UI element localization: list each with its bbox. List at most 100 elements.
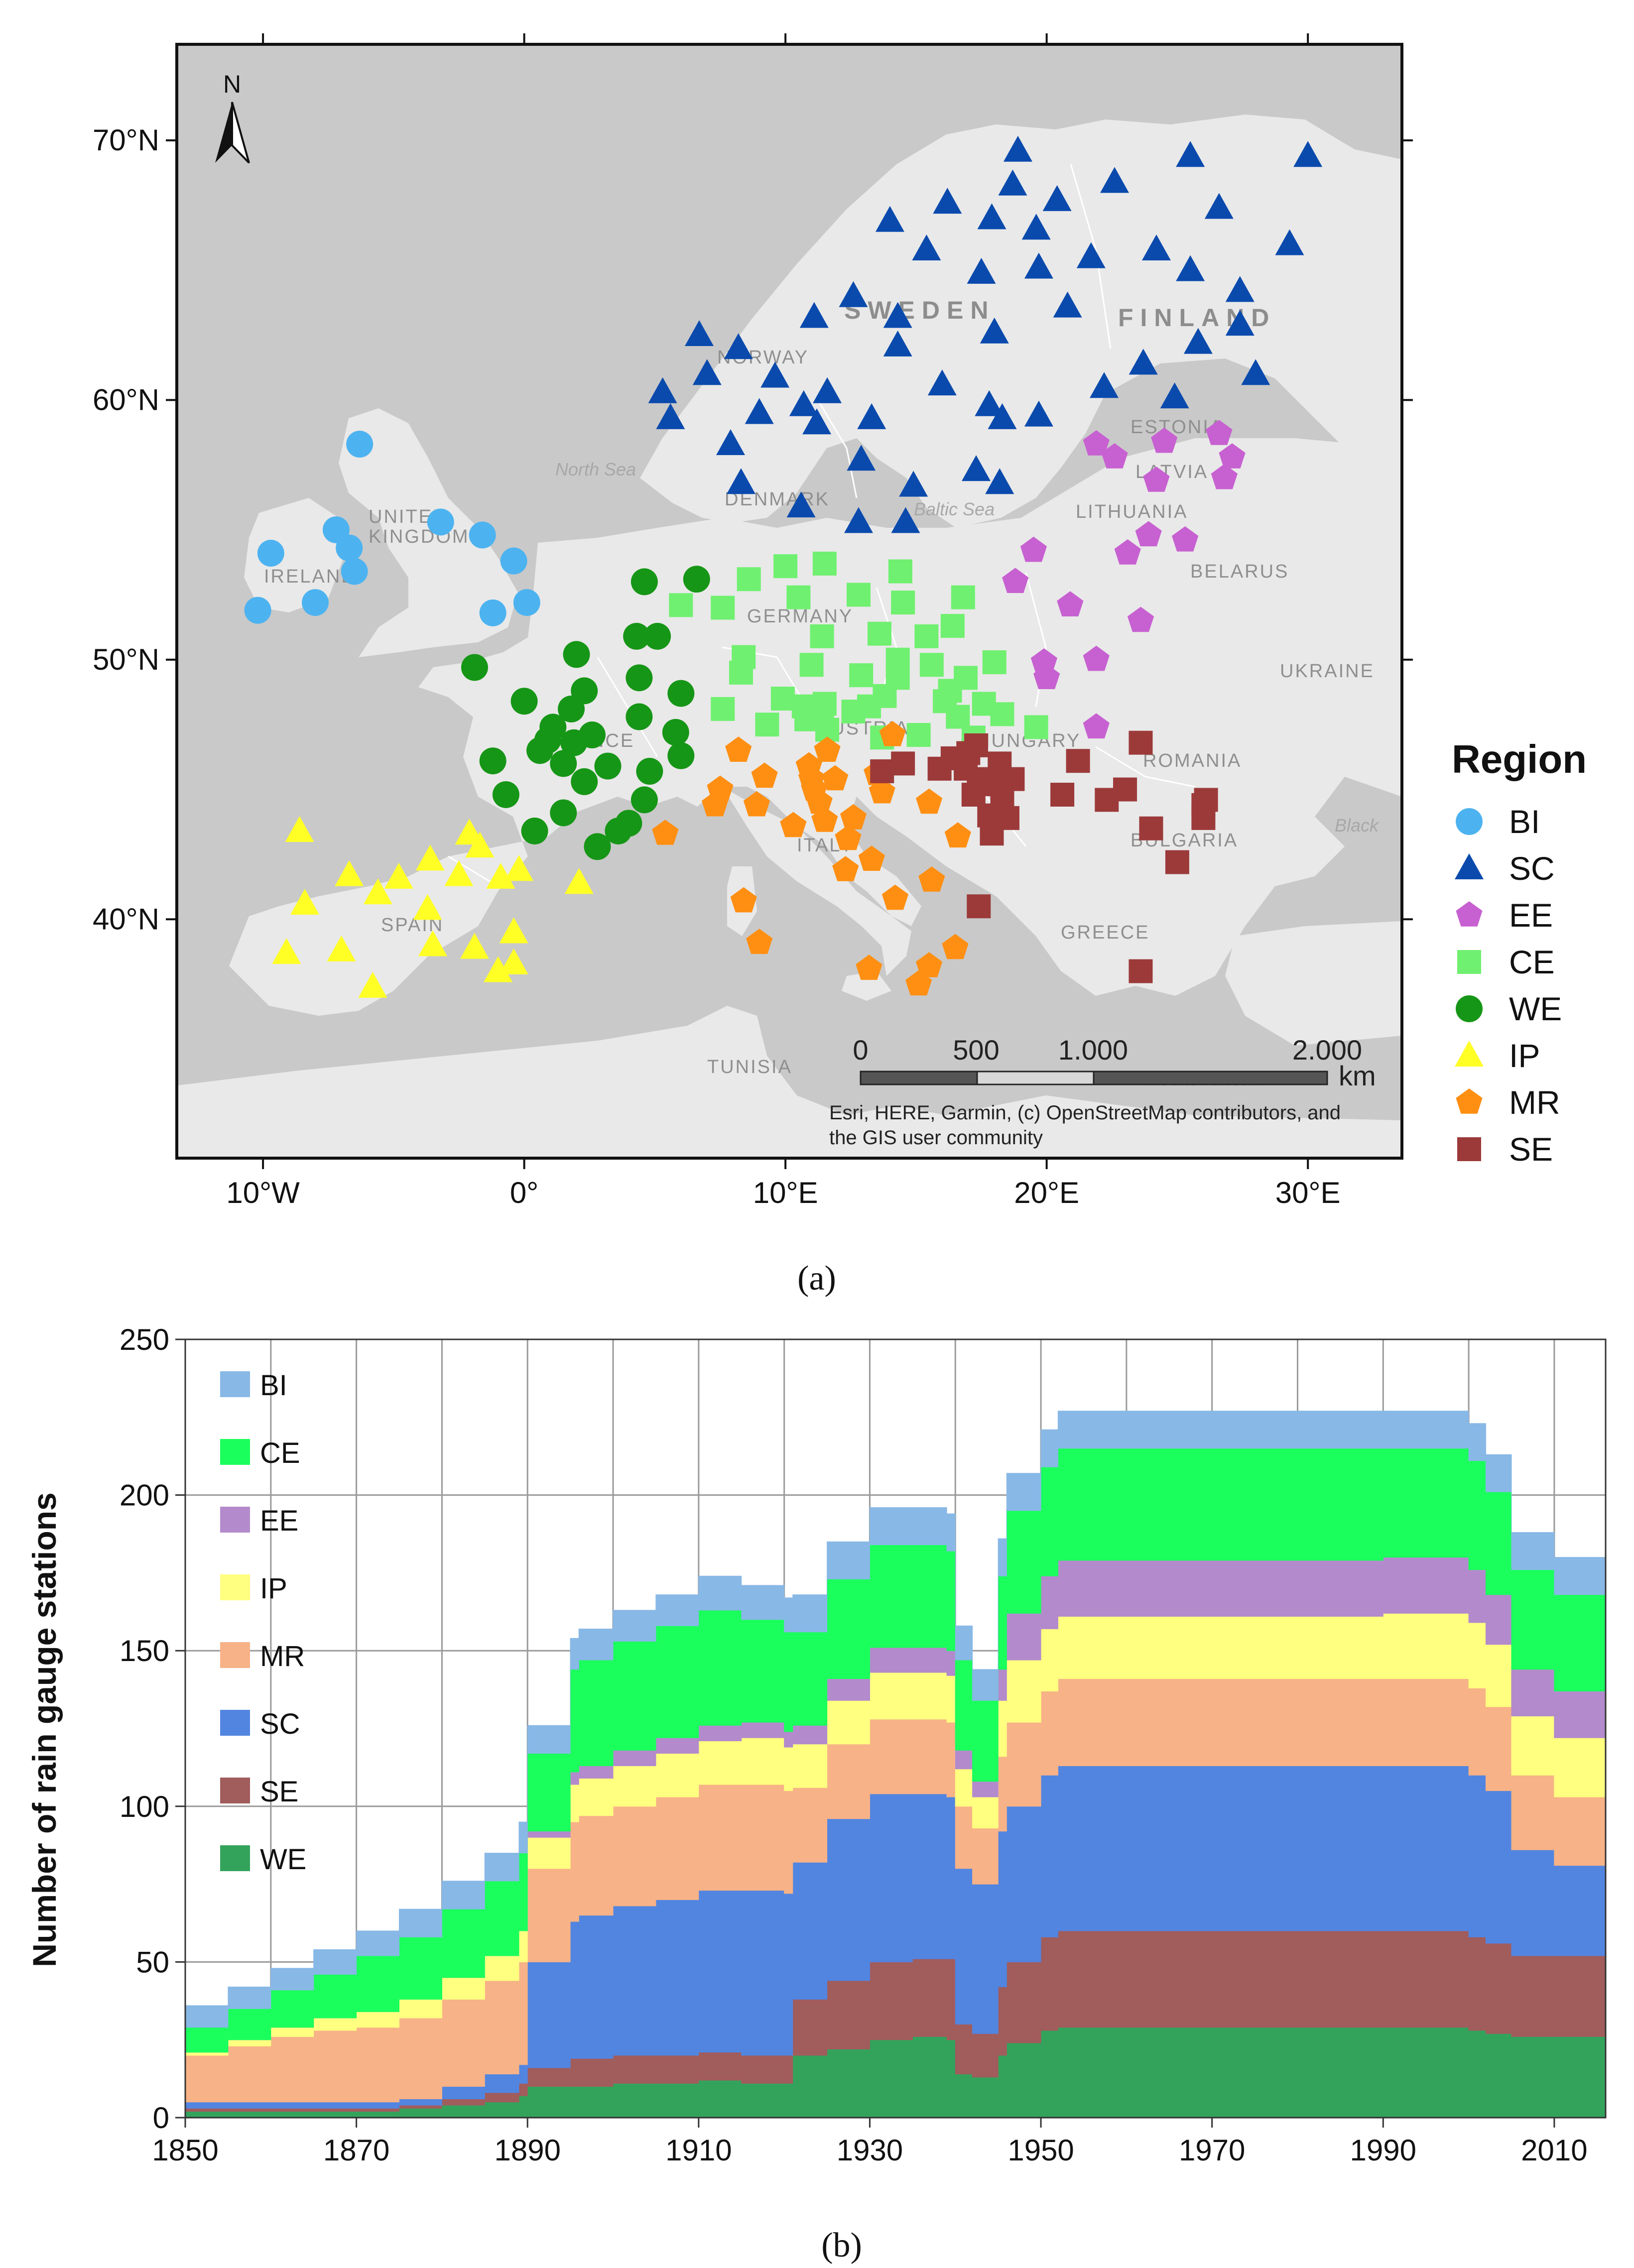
station-ce xyxy=(812,551,837,576)
legend-label-ee: EE xyxy=(1509,897,1553,934)
legend-label-we: WE xyxy=(1509,990,1562,1027)
station-mr xyxy=(730,887,757,913)
station-mr xyxy=(814,736,841,762)
station-we xyxy=(626,703,653,730)
area-bi xyxy=(185,1411,1606,2028)
station-ee xyxy=(1083,430,1110,456)
station-sc xyxy=(899,471,928,497)
area-panel: 1850 1870 1890 1910 1930 1950 1970 1990 2010 0 50 1… xyxy=(26,1323,1607,2265)
station-ce xyxy=(951,585,975,609)
station-sc xyxy=(1076,242,1106,268)
station-ee xyxy=(1127,606,1154,632)
station-se xyxy=(995,806,1019,830)
station-ee xyxy=(1172,526,1199,552)
station-ip xyxy=(504,855,534,881)
x-tick-label: 1910 xyxy=(665,2134,732,2167)
station-mr xyxy=(944,822,971,848)
x-tick-label: 1950 xyxy=(1007,2134,1074,2167)
station-ip xyxy=(335,860,364,886)
station-ce xyxy=(770,687,795,711)
land-italy xyxy=(722,787,911,976)
station-ee xyxy=(1114,539,1141,565)
station-ce xyxy=(1024,715,1048,739)
scale-seg-2 xyxy=(976,1071,1095,1085)
map-x-tick-label: 20°E xyxy=(1014,1176,1079,1209)
land-africa xyxy=(177,1006,1402,1158)
north-arrow: N xyxy=(215,70,250,164)
station-sc xyxy=(857,403,886,429)
station-mr xyxy=(916,952,943,977)
station-ee xyxy=(1219,443,1246,469)
x-tick-label: 1870 xyxy=(323,2134,389,2167)
station-se xyxy=(1129,730,1153,755)
station-ce xyxy=(812,692,837,716)
place-germany: GERMANY xyxy=(747,606,853,627)
y-axis-label: Number of rain gauge stations xyxy=(26,1492,63,1967)
station-sc xyxy=(1141,234,1171,260)
place-ukraine: UKRAINE xyxy=(1280,661,1375,682)
station-sc xyxy=(998,169,1027,196)
station-ce xyxy=(669,593,693,617)
station-sc xyxy=(883,302,912,328)
place-greece: GREECE xyxy=(1061,922,1149,943)
north-label: N xyxy=(223,70,241,98)
place-finland: FINLAND xyxy=(1118,304,1276,332)
station-sc xyxy=(760,361,790,388)
place-estonia: ESTONIA xyxy=(1131,417,1224,438)
station-mr xyxy=(856,955,882,980)
station-sc xyxy=(1204,193,1234,219)
station-sc xyxy=(786,491,816,518)
map-legend: Region BI SC EE CE WE IP MR SE xyxy=(1452,737,1587,1168)
station-ee xyxy=(1033,664,1060,689)
station-mr xyxy=(822,765,849,791)
station-mr xyxy=(811,807,838,832)
station-se xyxy=(964,733,989,757)
attribution-line-2: the GIS user community xyxy=(829,1127,1043,1149)
station-bi xyxy=(346,431,374,458)
legend-swatch-ce xyxy=(220,1439,250,1465)
station-we xyxy=(644,622,671,650)
station-ce xyxy=(849,663,874,688)
station-sc xyxy=(724,333,753,359)
station-we xyxy=(492,781,519,808)
station-ee xyxy=(1211,464,1238,489)
station-we xyxy=(626,664,653,692)
station-mr xyxy=(743,791,770,817)
station-sc xyxy=(1160,382,1189,409)
station-bi xyxy=(244,597,271,624)
north-arrow-left xyxy=(215,102,232,163)
legend-label-mr: MR xyxy=(1509,1084,1560,1121)
x-tick-label: 1890 xyxy=(494,2134,560,2167)
station-ee xyxy=(1083,713,1110,739)
station-we xyxy=(667,742,695,769)
legend-label-ip: IP xyxy=(1509,1037,1540,1074)
station-sc xyxy=(1053,291,1082,318)
station-ip xyxy=(285,816,314,842)
place-sweden: SWEDEN xyxy=(844,296,995,324)
station-ee xyxy=(1151,427,1178,453)
scale-seg-3 xyxy=(1093,1071,1328,1085)
station-se xyxy=(967,894,991,919)
map-x-tick-label: 0° xyxy=(510,1176,538,1209)
station-we xyxy=(510,688,538,715)
map-frame xyxy=(175,43,1403,1160)
station-ce xyxy=(888,559,912,584)
station-sc xyxy=(839,281,868,307)
x-tick-label: 1990 xyxy=(1350,2134,1416,2167)
station-sc xyxy=(891,507,920,533)
y-tick-label: 0 xyxy=(153,2101,169,2135)
station-se xyxy=(1001,767,1025,791)
map-x-tick-label: 10°E xyxy=(753,1176,818,1209)
station-ip xyxy=(499,948,528,974)
station-sc xyxy=(745,398,774,424)
station-ce xyxy=(954,666,978,690)
station-sc xyxy=(789,390,818,416)
station-we xyxy=(461,654,488,681)
station-ce xyxy=(732,645,756,669)
station-ip xyxy=(444,860,474,886)
place-black: Black xyxy=(1335,815,1380,836)
station-sc xyxy=(1003,135,1032,162)
station-mr xyxy=(879,721,906,746)
map-y-tick-label: 50°N xyxy=(93,643,159,676)
station-ip xyxy=(327,935,356,961)
